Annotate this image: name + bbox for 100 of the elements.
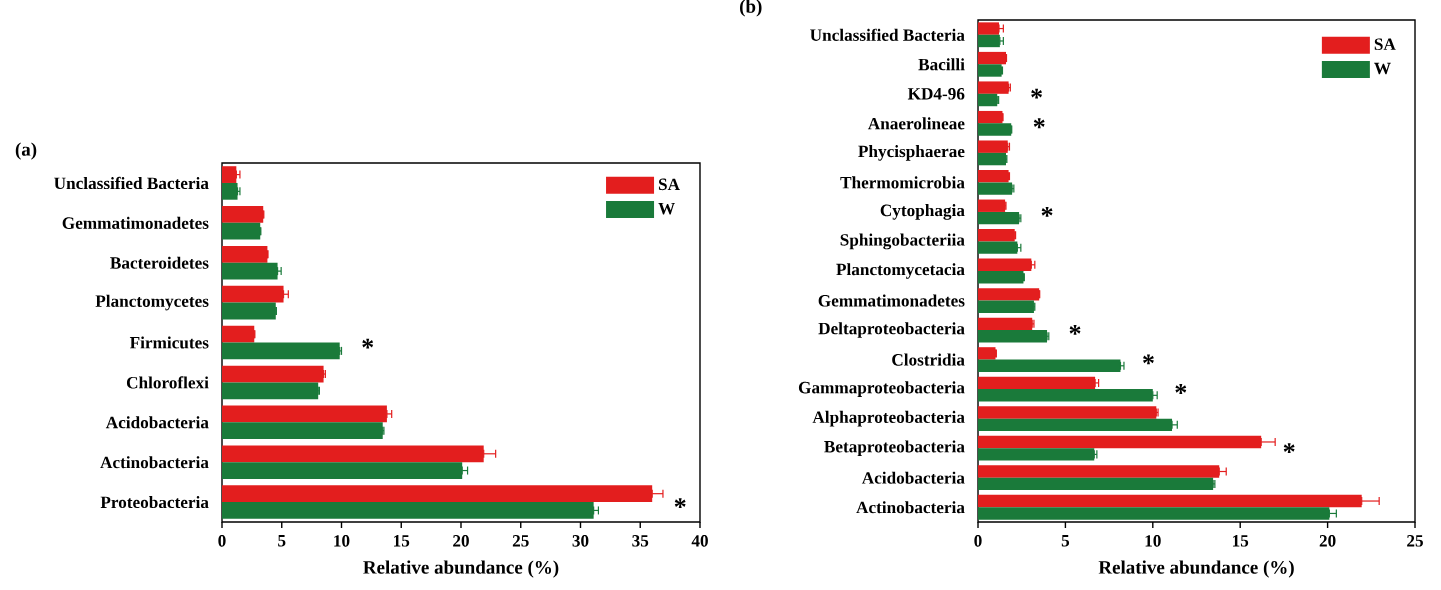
bar	[978, 376, 1096, 390]
bar	[222, 325, 255, 343]
bar	[978, 271, 1024, 284]
bar	[222, 502, 594, 519]
bar	[978, 389, 1153, 402]
bar	[222, 365, 324, 383]
x-tick-label: 20	[1319, 535, 1336, 547]
bar	[978, 22, 999, 35]
bar	[978, 418, 1173, 432]
bar	[222, 206, 264, 223]
y-tick-label: Chloroflexi	[126, 376, 209, 389]
y-tick-label: Firmicutes	[129, 336, 209, 349]
bar	[978, 199, 1006, 212]
annotation: *	[1041, 206, 1053, 217]
annotation: *	[1033, 118, 1045, 129]
legend-label: SA	[658, 178, 680, 191]
bar	[222, 166, 237, 183]
y-tick-label: Cytophagia	[880, 204, 965, 220]
y-tick-label: Unclassified Bacteria	[54, 176, 209, 190]
text: (b)	[740, 0, 762, 17]
bar	[222, 302, 276, 320]
bar	[222, 245, 268, 263]
y-tick-label: Clostridia	[892, 353, 965, 366]
annotation: *	[1143, 354, 1154, 365]
bar	[978, 241, 1018, 254]
y-tick-label: Alphaproteobacteria	[812, 410, 965, 427]
bar	[978, 152, 1006, 166]
bar	[978, 406, 1157, 419]
y-tick-label: Unclassified Bacteria	[810, 28, 965, 41]
x-tick-label: 20	[453, 535, 469, 547]
annotation: *	[674, 498, 686, 509]
bar	[978, 64, 1002, 77]
legend-label: SA	[1374, 38, 1396, 50]
y-tick-label: Acidobacteria	[861, 471, 965, 484]
bar	[978, 182, 1013, 195]
bar	[222, 222, 261, 240]
bar	[978, 211, 1020, 225]
annotation: *	[362, 338, 374, 349]
y-tick-label: Anaerolineae	[867, 117, 965, 130]
bar	[978, 359, 1121, 372]
y-tick-label: Gammaproteobacteria	[798, 381, 965, 397]
y-tick-label: Actinobacteria	[856, 501, 965, 514]
bar	[978, 300, 1034, 313]
annotation: *	[1069, 325, 1081, 335]
y-tick-label: Planctomycetacia	[836, 263, 965, 279]
text: (a)	[15, 142, 37, 160]
bar	[222, 285, 284, 303]
bar	[222, 182, 238, 200]
x-tick-label: 10	[334, 535, 350, 547]
x-axis-title: Relative abundance (%)	[1098, 560, 1294, 578]
x-tick-label: 25	[512, 535, 529, 547]
annotation: *	[1283, 443, 1295, 453]
annotation: *	[1031, 88, 1043, 99]
x-tick-label: 30	[572, 535, 589, 547]
bar	[978, 34, 1000, 48]
bar	[978, 477, 1214, 491]
y-tick-label: Planctomycetes	[95, 294, 209, 311]
y-tick-label: Phycisphaerae	[858, 145, 965, 161]
annotation: *	[1175, 384, 1187, 394]
x-tick-label: 5	[278, 535, 286, 547]
bar	[978, 258, 1032, 271]
y-tick-label: Thermomicrobia	[840, 176, 965, 189]
y-tick-label: Acidobacteria	[105, 416, 209, 429]
bar	[978, 170, 1009, 183]
bar	[978, 347, 996, 360]
x-tick-label: 25	[1407, 535, 1423, 547]
y-tick-label: Proteobacteria	[100, 496, 209, 509]
y-tick-label: Actinobacteria	[100, 456, 209, 469]
y-tick-label: Gemmatimonadetes	[62, 216, 209, 229]
x-tick-label: 5	[1061, 535, 1070, 547]
bar	[978, 51, 1006, 65]
x-tick-label: 15	[394, 535, 410, 547]
bar	[978, 93, 998, 107]
bar	[222, 462, 463, 479]
x-tick-label: 40	[691, 535, 708, 547]
bar	[978, 81, 1009, 94]
y-tick-label: Bacteroidetes	[110, 256, 209, 269]
x-tick-label: 0	[218, 535, 226, 547]
bar	[222, 382, 319, 400]
bar	[222, 262, 278, 280]
bar	[222, 422, 383, 440]
legend-label: W	[1374, 62, 1391, 75]
y-tick-label: Betaproteobacteria	[824, 440, 965, 456]
x-tick-label: 15	[1232, 535, 1249, 547]
x-tick-label: 35	[632, 535, 649, 547]
bar	[978, 288, 1040, 301]
bar	[978, 229, 1015, 242]
bar	[222, 405, 387, 423]
x-tick-label: 10	[1145, 535, 1161, 547]
bar	[978, 110, 1003, 124]
x-tick-label: 0	[974, 535, 982, 547]
y-tick-label: Sphingobacteriia	[840, 233, 965, 250]
bar	[222, 342, 340, 360]
x-axis-title: Relative abundance (%)	[363, 560, 559, 578]
y-tick-label: Deltaproteobacteria	[818, 322, 965, 338]
y-tick-label: KD4-96	[907, 88, 965, 100]
bar	[978, 123, 1012, 136]
bar	[978, 317, 1033, 331]
legend-label: W	[658, 202, 675, 215]
bar	[978, 448, 1095, 461]
